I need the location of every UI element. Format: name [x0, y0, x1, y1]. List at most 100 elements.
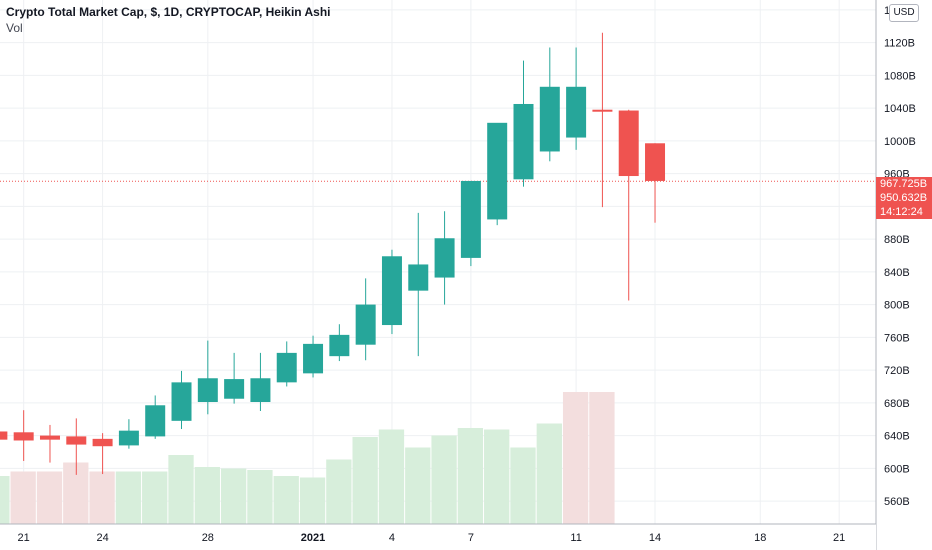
volume-bar — [510, 447, 536, 524]
volume-bar — [352, 437, 378, 524]
candle — [39, 424, 60, 463]
candle — [618, 109, 639, 301]
candle-body — [145, 405, 166, 437]
volume-bar — [247, 470, 273, 524]
candle-body — [434, 238, 455, 278]
candle — [250, 352, 271, 412]
candle — [513, 60, 534, 187]
candle — [197, 340, 218, 415]
symbol-title: Crypto Total Market Cap, $, 1D, CRYPTOCA… — [6, 5, 331, 19]
volume-bar — [405, 447, 431, 524]
countdown-tag: 14:12:24 — [876, 205, 932, 219]
candle — [171, 370, 192, 430]
candle-body — [303, 343, 324, 374]
volume-bar — [484, 429, 510, 524]
candle — [645, 143, 666, 223]
candle — [66, 418, 87, 475]
candle-body — [276, 352, 297, 383]
time-axis[interactable] — [0, 524, 876, 550]
volume-bar — [589, 392, 615, 524]
candle-body — [250, 378, 271, 403]
candle — [434, 211, 455, 305]
candle — [0, 431, 8, 440]
candles — [0, 32, 666, 475]
candle-body — [487, 122, 508, 220]
candle-body — [513, 103, 534, 180]
time-tick-label: 7 — [468, 532, 474, 544]
candle — [355, 278, 376, 361]
price-tick-label: 560B — [884, 496, 910, 508]
price-tick-label: 600B — [884, 463, 910, 475]
candle — [487, 122, 508, 226]
candle — [408, 212, 429, 357]
volume-bar — [220, 468, 247, 524]
price-tick-label: 1080B — [884, 70, 916, 82]
time-tick-label: 21 — [18, 532, 30, 544]
candle-body — [460, 180, 481, 258]
volume-bar — [273, 476, 299, 524]
volume-bar — [431, 435, 457, 524]
candle — [118, 419, 139, 449]
time-tick-label: 4 — [389, 532, 395, 544]
candle-body — [381, 256, 402, 326]
candle-body — [592, 109, 613, 112]
candle-body — [224, 379, 245, 399]
volume-bar — [326, 459, 352, 524]
candle — [303, 335, 324, 378]
candle — [460, 180, 481, 267]
price-tick-label: 1040B — [884, 103, 916, 115]
candle-body — [13, 432, 34, 441]
candle — [224, 352, 245, 404]
candle-body — [645, 143, 666, 181]
time-tick-label: 21 — [833, 532, 845, 544]
candle — [566, 47, 587, 150]
time-tick-label: 11 — [570, 532, 581, 544]
price-tick-label: 640B — [884, 431, 910, 443]
volume-bar — [457, 428, 484, 524]
volume-bar — [194, 467, 220, 524]
candle-body — [618, 110, 639, 177]
volume-bar — [89, 471, 115, 524]
time-tick-label: 28 — [202, 532, 214, 544]
candle — [145, 395, 166, 439]
price-tick-label: 880B — [884, 234, 910, 246]
price-tick-label: 1000B — [884, 136, 916, 148]
price-axis[interactable] — [876, 0, 932, 550]
candle-body — [408, 264, 429, 291]
last-value-price-tag: 950.632B — [876, 191, 932, 205]
time-tick-label: 18 — [754, 532, 766, 544]
price-tick-label: 720B — [884, 365, 910, 377]
price-tick-label: 1120B — [884, 38, 915, 50]
candle — [276, 341, 297, 387]
candle-body — [66, 436, 87, 445]
candle-body — [329, 334, 350, 357]
volume-bar — [0, 476, 10, 524]
last-close-price-tag: 967.725B — [876, 177, 932, 191]
price-tick-label: 760B — [884, 332, 910, 344]
volume-legend: Vol — [6, 21, 23, 35]
price-tick-label: 840B — [884, 267, 910, 279]
volume-bar — [299, 477, 326, 524]
time-tick-label: 14 — [649, 532, 661, 544]
candle-body — [197, 378, 218, 403]
candle — [329, 324, 350, 362]
volume-bar — [378, 429, 405, 524]
candle — [381, 249, 402, 335]
candle-body — [355, 304, 376, 345]
candle — [92, 433, 113, 475]
volume-bar — [168, 455, 194, 524]
candle — [13, 410, 34, 461]
time-tick-label: 24 — [96, 532, 108, 544]
volume-bar — [562, 392, 589, 524]
chart-legend: Crypto Total Market Cap, $, 1D, CRYPTOCA… — [6, 4, 331, 36]
time-axis-labels: 21 24 28 2021 4 7 11 14 18 21 — [18, 532, 846, 544]
price-axis-labels: 560B600B640B680B720B760B800B840B880B920B… — [884, 5, 916, 508]
volume-bars — [0, 392, 615, 524]
price-tick-label: 680B — [884, 398, 910, 410]
candle-body — [539, 86, 560, 152]
volume-bar — [536, 423, 562, 524]
candle-body — [0, 431, 8, 440]
volume-bar — [10, 471, 36, 524]
currency-button[interactable]: USD — [889, 4, 919, 22]
